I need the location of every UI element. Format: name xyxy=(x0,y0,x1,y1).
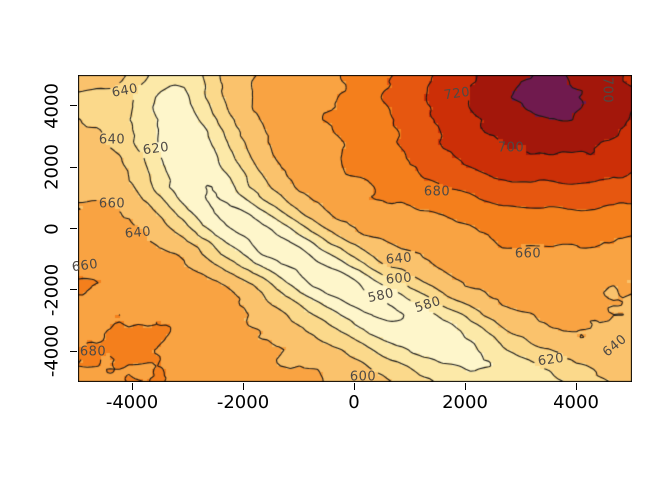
contour-label: 680 xyxy=(423,184,451,200)
y-axis-tick-label: -4000 xyxy=(41,325,63,378)
x-axis-tick xyxy=(575,383,577,390)
x-axis-tick-label: -2000 xyxy=(216,392,270,413)
contour-label: 600 xyxy=(349,369,377,385)
contour-label: 640 xyxy=(124,224,152,242)
y-axis-tick xyxy=(70,166,77,168)
y-axis-tick-label: -2000 xyxy=(41,263,63,317)
x-axis-tick xyxy=(131,383,133,390)
x-axis-tick-label: 0 xyxy=(348,392,360,413)
contour-label: 640 xyxy=(98,132,126,148)
y-axis-tick xyxy=(70,228,77,229)
contour-label: 660 xyxy=(98,196,126,212)
y-axis-tick xyxy=(70,289,77,291)
contour-label: 680 xyxy=(79,344,107,360)
contour-label: 700 xyxy=(599,76,615,104)
x-axis-tick-label: -4000 xyxy=(105,392,159,413)
contour-plot-canvas xyxy=(78,75,632,382)
x-axis-tick xyxy=(242,383,244,390)
x-axis-tick xyxy=(353,383,355,390)
y-axis-tick-label: 0 xyxy=(41,222,63,235)
x-axis-tick xyxy=(464,383,466,390)
contour-label: 700 xyxy=(497,140,525,156)
contour-label: 660 xyxy=(514,246,542,262)
contour-label: 600 xyxy=(385,270,413,288)
y-axis-tick xyxy=(70,105,77,107)
x-axis-tick-label: 4000 xyxy=(553,392,599,413)
y-axis-tick xyxy=(70,350,77,352)
y-axis-tick-label: 4000 xyxy=(41,82,63,129)
y-axis-tick-label: 2000 xyxy=(41,144,63,190)
contour-label: 640 xyxy=(385,250,413,268)
x-axis-tick-label: 2000 xyxy=(442,392,488,413)
